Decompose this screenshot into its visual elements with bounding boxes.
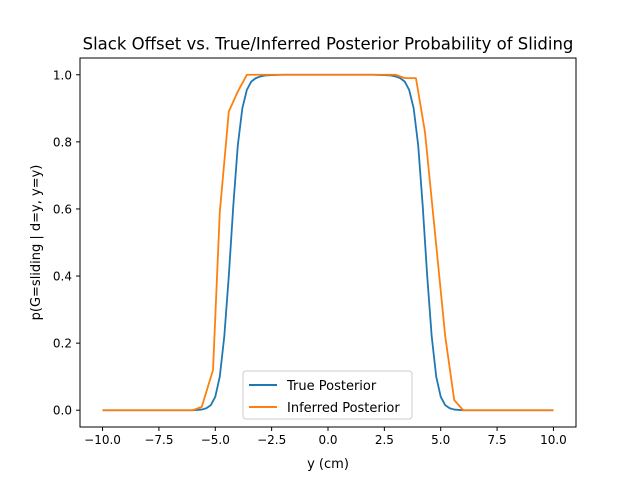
x-tick-label: −10.0 bbox=[84, 433, 121, 447]
x-tick-label: 5.0 bbox=[431, 433, 450, 447]
x-tick-label: 2.5 bbox=[375, 433, 394, 447]
x-tick-label: −2.5 bbox=[257, 433, 286, 447]
y-axis: 0.0 0.2 0.4 0.6 0.8 1.0 bbox=[53, 68, 80, 418]
x-axis: −10.0 −7.5 −5.0 −2.5 0.0 2.5 5.0 7.5 10.0 bbox=[84, 427, 567, 447]
legend-box bbox=[242, 370, 413, 420]
y-tick-label: 0.0 bbox=[53, 404, 72, 418]
legend-label-true-posterior: True Posterior bbox=[286, 379, 377, 394]
y-tick-label: 0.6 bbox=[53, 202, 72, 216]
y-tick-label: 0.2 bbox=[53, 337, 72, 351]
chart-title: Slack Offset vs. True/Inferred Posterior… bbox=[83, 35, 574, 54]
x-axis-label: y (cm) bbox=[307, 457, 349, 472]
x-tick-label: 10.0 bbox=[540, 433, 567, 447]
y-tick-label: 0.4 bbox=[53, 270, 72, 284]
plot-lines bbox=[102, 73, 554, 412]
legend-label-inferred-posterior: Inferred Posterior bbox=[287, 401, 400, 416]
series-line-inferred-posterior bbox=[102, 73, 554, 412]
x-tick-label: −7.5 bbox=[144, 433, 173, 447]
y-tick-label: 0.8 bbox=[53, 135, 72, 149]
y-axis-label: p(G=sliding | d=y, y=y) bbox=[29, 165, 44, 321]
legend: True Posterior Inferred Posterior bbox=[242, 370, 413, 420]
x-tick-label: −5.0 bbox=[201, 433, 230, 447]
x-tick-label: 0.0 bbox=[318, 433, 337, 447]
y-tick-label: 1.0 bbox=[53, 68, 72, 82]
x-tick-label: 7.5 bbox=[488, 433, 507, 447]
